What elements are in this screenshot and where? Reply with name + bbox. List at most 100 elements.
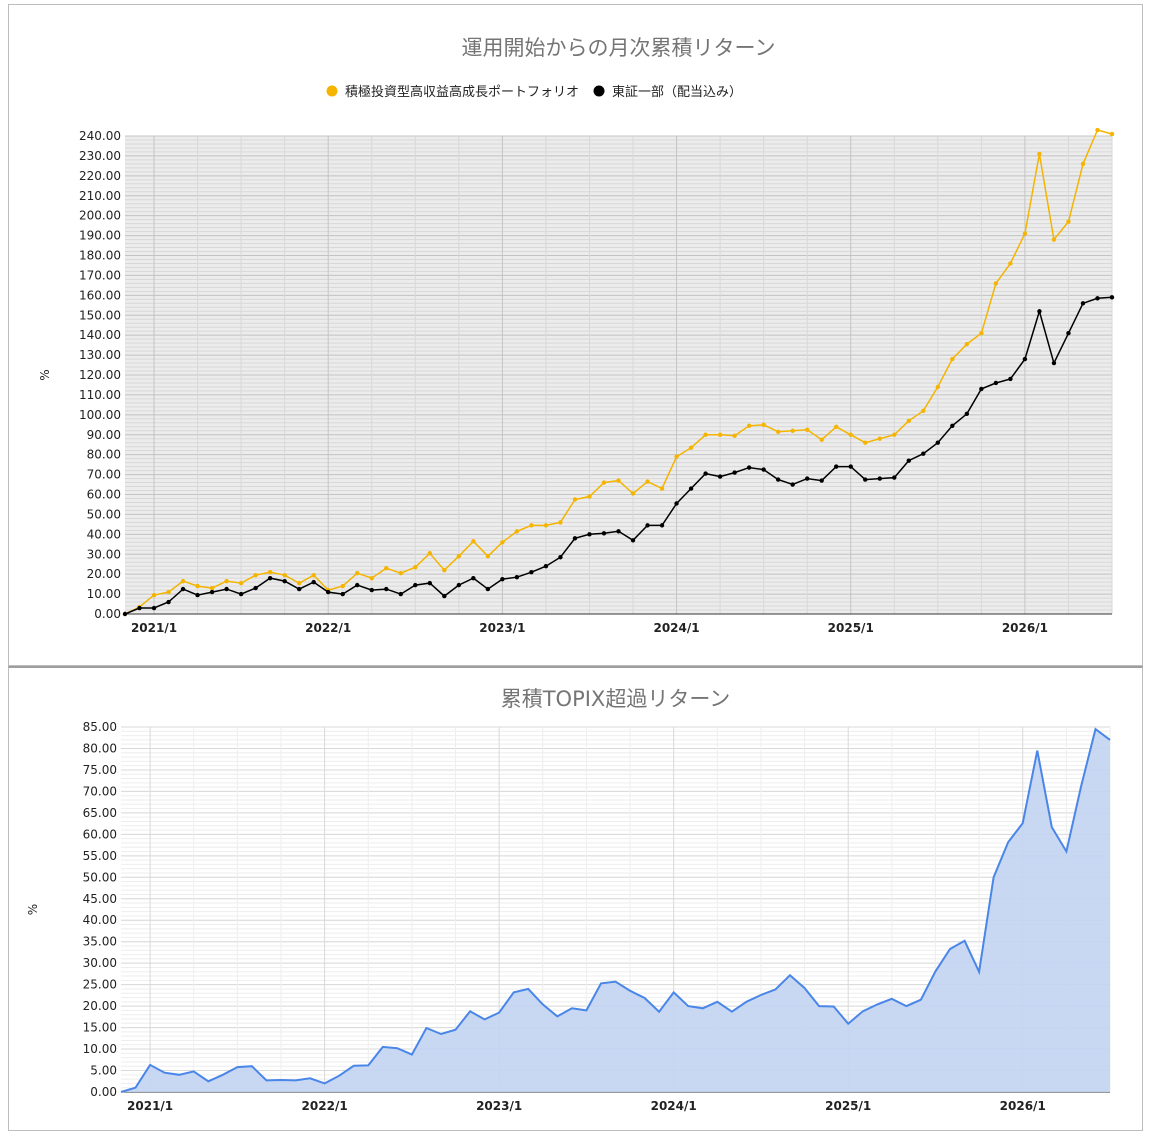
data-point (238, 580, 244, 586)
legend-label: 積極投資型高収益高成長ポートフォリオ (345, 84, 579, 100)
data-point (398, 591, 403, 597)
data-point (427, 551, 433, 556)
data-point (514, 574, 520, 580)
data-point (1022, 356, 1028, 362)
data-point (775, 429, 781, 434)
x-tick-label: 2024/1 (653, 621, 699, 635)
data-point (1095, 296, 1100, 301)
data-point (601, 480, 607, 485)
data-point (906, 418, 911, 424)
data-point (180, 586, 186, 592)
y-tick-label: 65.00 (83, 806, 117, 820)
data-point (717, 474, 723, 479)
y-tick-label: 40.00 (87, 527, 121, 541)
data-point (703, 471, 708, 476)
y-tick-label: 0.00 (90, 1085, 117, 1099)
y-tick-label: 210.00 (79, 189, 121, 203)
data-point (1037, 151, 1042, 157)
data-point (993, 281, 999, 286)
y-tick-label: 200.00 (79, 209, 121, 223)
y-tick-label: 240.00 (79, 129, 121, 143)
x-tick-label: 2021/1 (127, 1099, 173, 1113)
data-point (384, 586, 389, 592)
y-tick-label: 70.00 (87, 468, 121, 482)
data-point (732, 433, 737, 438)
chart-title: 運用開始からの月次累積リターン (462, 36, 776, 60)
data-point (398, 570, 403, 576)
data-point (572, 497, 578, 502)
legend-marker (593, 85, 605, 97)
data-point (950, 356, 955, 362)
data-point (834, 464, 839, 469)
y-tick-label: 140.00 (79, 328, 121, 342)
x-tick-label: 2021/1 (131, 621, 177, 635)
data-point (209, 585, 215, 591)
data-point (238, 591, 244, 597)
data-point (979, 386, 984, 392)
x-tick-label: 2026/1 (1002, 621, 1048, 635)
y-tick-label: 35.00 (83, 935, 117, 949)
data-point (1022, 231, 1028, 236)
data-point (674, 501, 679, 506)
y-tick-label: 50.00 (83, 870, 117, 884)
data-point (224, 578, 229, 584)
y-tick-label: 60.00 (87, 488, 121, 502)
data-point (804, 427, 810, 432)
data-point (180, 578, 186, 584)
data-point (151, 605, 157, 611)
legend-marker (326, 85, 338, 97)
data-point (209, 589, 215, 595)
x-tick-label: 2023/1 (476, 1099, 522, 1113)
data-point (630, 538, 636, 543)
data-point (950, 423, 955, 428)
data-point (964, 411, 970, 417)
data-point (195, 592, 200, 598)
data-point (790, 428, 795, 433)
data-point (311, 579, 316, 585)
data-point (906, 458, 911, 463)
data-point (543, 564, 549, 569)
data-point (151, 592, 157, 598)
data-point (456, 554, 462, 559)
data-point (543, 523, 549, 528)
data-point (500, 540, 505, 545)
y-tick-label: 190.00 (79, 229, 121, 243)
y-tick-label: 15.00 (83, 1021, 117, 1035)
data-point (1066, 330, 1071, 336)
y-tick-label: 150.00 (79, 308, 121, 322)
data-point (384, 565, 389, 571)
data-point (790, 482, 795, 487)
data-point (964, 341, 970, 347)
y-tick-label: 10.00 (83, 1042, 117, 1056)
data-point (296, 580, 302, 586)
y-tick-label: 60.00 (83, 827, 117, 841)
data-point (848, 432, 853, 437)
data-point (1109, 131, 1115, 137)
data-point (166, 599, 171, 605)
y-axis-label: % (26, 904, 40, 915)
x-tick-label: 2025/1 (828, 621, 874, 635)
data-point (514, 529, 520, 534)
data-point (456, 582, 462, 588)
y-tick-label: 20.00 (87, 567, 121, 581)
data-point (921, 408, 926, 414)
y-axis-label: % (38, 369, 52, 380)
data-point (267, 575, 273, 581)
data-point (355, 570, 360, 576)
data-point (746, 423, 752, 428)
y-tick-label: 170.00 (79, 268, 121, 282)
y-tick-label: 120.00 (79, 368, 121, 382)
y-tick-label: 55.00 (83, 849, 117, 863)
data-point (471, 575, 476, 581)
cumulative-return-chart: 運用開始からの月次累積リターン 0.00 10.00 20.00 30.00 40.00 5… (38, 36, 1115, 635)
data-point (253, 572, 258, 578)
y-tick-label: 70.00 (83, 784, 117, 798)
data-point (703, 432, 708, 437)
data-point (166, 589, 171, 595)
y-tick-label: 5.00 (90, 1064, 117, 1078)
y-tick-label: 0.00 (94, 607, 121, 621)
data-point (587, 532, 592, 537)
data-point (717, 432, 723, 437)
data-point (892, 475, 897, 480)
data-point (688, 445, 694, 450)
